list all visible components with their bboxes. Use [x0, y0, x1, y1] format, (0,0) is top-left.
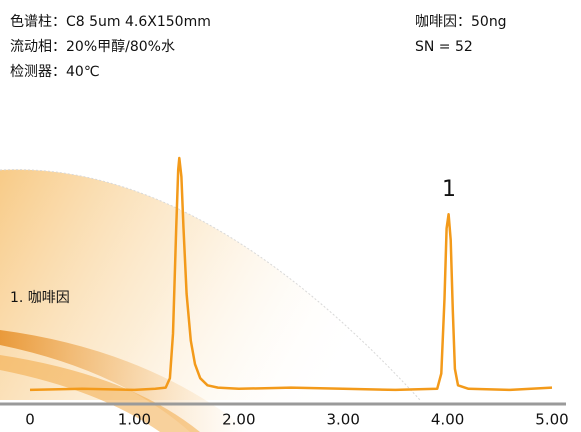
header-line: 咖啡因：50ng [415, 14, 507, 30]
background-decoration [0, 169, 421, 432]
x-tick-label: 1.00 [118, 411, 151, 429]
x-tick-label: 0 [25, 411, 35, 429]
header-line: 流动相：20%甲醇/80%水 [10, 38, 175, 55]
x-tick-label: 2.00 [222, 411, 255, 429]
x-tick-label: 5.00 [535, 411, 568, 429]
header-line: 色谱柱：C8 5um 4.6X150mm [10, 13, 211, 30]
peak-label: 1 [442, 177, 456, 202]
x-tick-label: 3.00 [326, 411, 359, 429]
chromatogram-line [29, 156, 553, 392]
legend-note: 1. 咖啡因 [10, 290, 70, 306]
header-line: 检测器：40℃ [10, 64, 100, 80]
header-line: SN = 52 [415, 39, 473, 55]
x-tick-label: 4.00 [431, 411, 464, 429]
